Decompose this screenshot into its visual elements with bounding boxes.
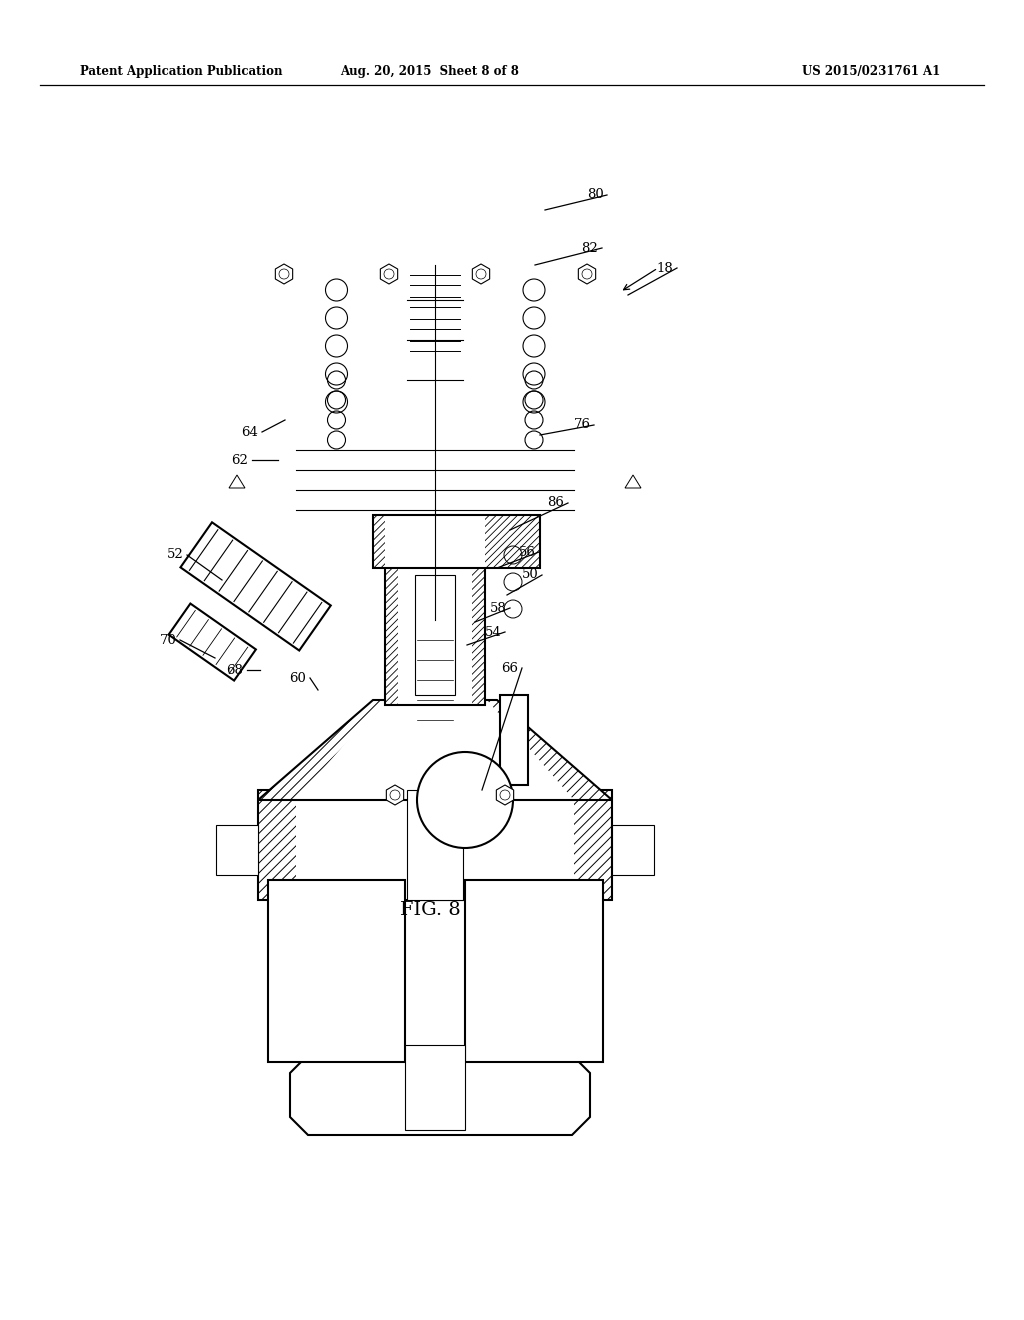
Polygon shape bbox=[579, 264, 596, 284]
Text: 56: 56 bbox=[518, 545, 536, 558]
Text: 54: 54 bbox=[484, 626, 502, 639]
Polygon shape bbox=[216, 825, 258, 875]
Polygon shape bbox=[472, 264, 489, 284]
Polygon shape bbox=[290, 1055, 590, 1135]
Polygon shape bbox=[169, 603, 256, 681]
Text: 80: 80 bbox=[587, 189, 603, 202]
Circle shape bbox=[417, 752, 513, 847]
Polygon shape bbox=[385, 560, 485, 705]
Text: 66: 66 bbox=[502, 661, 518, 675]
Text: 52: 52 bbox=[167, 549, 183, 561]
Text: 62: 62 bbox=[231, 454, 249, 466]
Text: Patent Application Publication: Patent Application Publication bbox=[80, 66, 283, 78]
Text: 86: 86 bbox=[548, 496, 564, 510]
Text: 76: 76 bbox=[573, 418, 591, 432]
Polygon shape bbox=[407, 789, 463, 900]
Text: 18: 18 bbox=[656, 261, 674, 275]
Polygon shape bbox=[386, 785, 403, 805]
Polygon shape bbox=[500, 696, 528, 785]
Text: 68: 68 bbox=[226, 664, 244, 676]
Text: 82: 82 bbox=[582, 242, 598, 255]
Text: 50: 50 bbox=[521, 569, 539, 582]
Polygon shape bbox=[415, 576, 455, 696]
Polygon shape bbox=[406, 1045, 465, 1130]
Polygon shape bbox=[275, 264, 293, 284]
Text: 60: 60 bbox=[290, 672, 306, 685]
Polygon shape bbox=[258, 700, 612, 800]
Polygon shape bbox=[180, 523, 331, 651]
Polygon shape bbox=[612, 825, 654, 875]
Polygon shape bbox=[465, 880, 603, 1063]
Text: FIG. 8: FIG. 8 bbox=[399, 902, 461, 919]
Text: US 2015/0231761 A1: US 2015/0231761 A1 bbox=[802, 66, 940, 78]
Text: 58: 58 bbox=[489, 602, 507, 615]
Polygon shape bbox=[380, 264, 397, 284]
Polygon shape bbox=[373, 515, 540, 568]
Text: Aug. 20, 2015  Sheet 8 of 8: Aug. 20, 2015 Sheet 8 of 8 bbox=[341, 66, 519, 78]
Text: 64: 64 bbox=[242, 425, 258, 438]
Polygon shape bbox=[497, 785, 514, 805]
Polygon shape bbox=[258, 789, 612, 900]
Text: 70: 70 bbox=[160, 634, 176, 647]
Polygon shape bbox=[268, 880, 406, 1063]
